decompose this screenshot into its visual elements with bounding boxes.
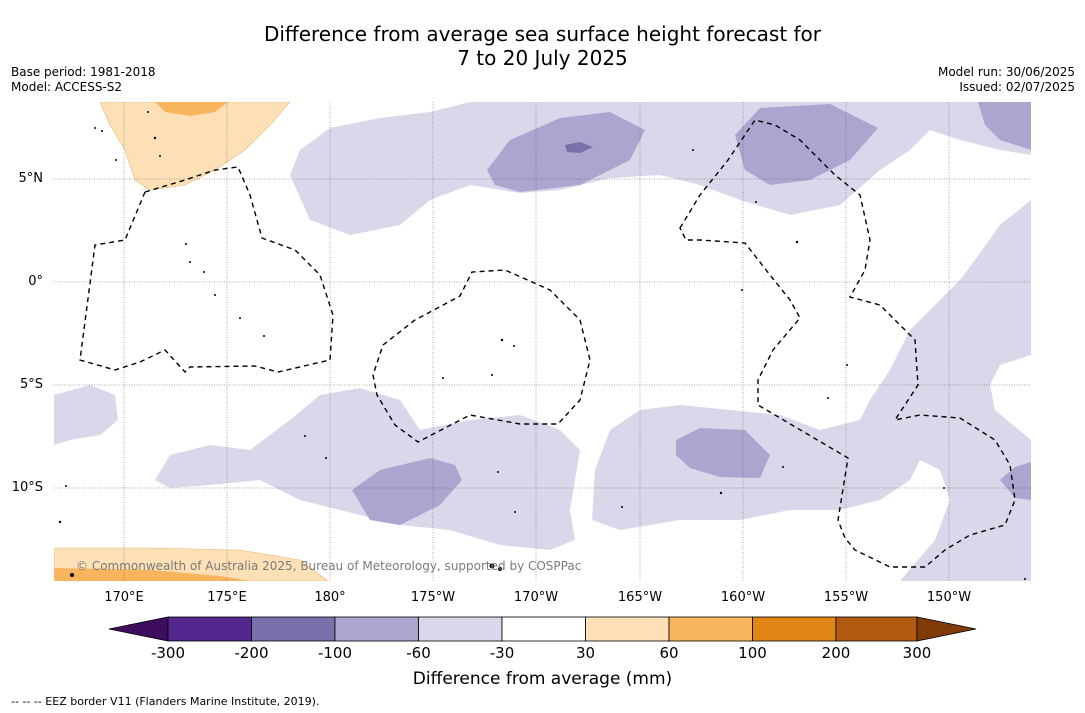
lon-label-175w: 175°W [410, 590, 456, 605]
lon-label-180: 180° [314, 590, 346, 605]
colorbar-tick-label: -60 [406, 644, 431, 662]
islands [58, 111, 1026, 580]
title-line-2: 7 to 20 July 2025 [457, 46, 628, 70]
base-period-text: Base period: 1981-2018 [11, 65, 156, 79]
lat-label-5n: 5°N [18, 171, 44, 186]
eez-legend-note: -- -- -- EEZ border V11 (Flanders Marine… [11, 695, 320, 708]
colorbar-tick-label: 60 [659, 644, 679, 662]
graticule [54, 102, 1031, 581]
positive-anomaly-region [99, 102, 291, 191]
sea-level-field [54, 102, 1031, 581]
lat-label-0: 0° [28, 274, 43, 289]
map-title: Difference from average sea surface heig… [0, 22, 1085, 70]
negative-anomaly-band-south [155, 388, 580, 550]
colorbar-tick-label: 30 [575, 644, 596, 662]
lon-label-155w: 155°W [823, 590, 869, 605]
issued-text: Issued: 02/07/2025 [959, 80, 1075, 94]
negative-anomaly-east [592, 200, 1031, 581]
eez-borders [79, 119, 1016, 568]
model-info: Base period: 1981-2018 Model: ACCESS-S2 [11, 65, 156, 95]
lat-label-10s: 10°S [11, 480, 43, 495]
lon-label-175e: 175°E [207, 590, 247, 605]
colorbar [108, 616, 977, 642]
colorbar-tick-label: -30 [489, 644, 515, 662]
lon-label-170e: 170°E [104, 590, 144, 605]
colorbar-tick-label: 300 [902, 644, 932, 662]
copyright-notice: © Commonwealth of Australia 2025, Bureau… [76, 559, 582, 573]
title-line-1: Difference from average sea surface heig… [263, 22, 822, 46]
model-text: Model: ACCESS-S2 [11, 80, 123, 94]
colorbar-tick-label: -300 [150, 644, 186, 662]
run-info: Model run: 30/06/2025 Issued: 02/07/2025 [938, 65, 1075, 95]
lon-label-165w: 165°W [617, 590, 663, 605]
colorbar-tick-label: -200 [234, 644, 269, 662]
colorbar-tick-label: -100 [317, 644, 353, 662]
lon-label-160w: 160°W [720, 590, 766, 605]
lat-label-5s: 5°S [19, 377, 43, 392]
colorbar-tick-label: 100 [738, 644, 767, 662]
model-run-text: Model run: 30/06/2025 [937, 65, 1075, 79]
colorbar-title: Difference from average (mm) [412, 669, 673, 689]
lon-label-170w: 170°W [513, 590, 559, 605]
lon-label-150w: 150°W [926, 590, 972, 605]
colorbar-tick-label: 200 [821, 644, 851, 662]
